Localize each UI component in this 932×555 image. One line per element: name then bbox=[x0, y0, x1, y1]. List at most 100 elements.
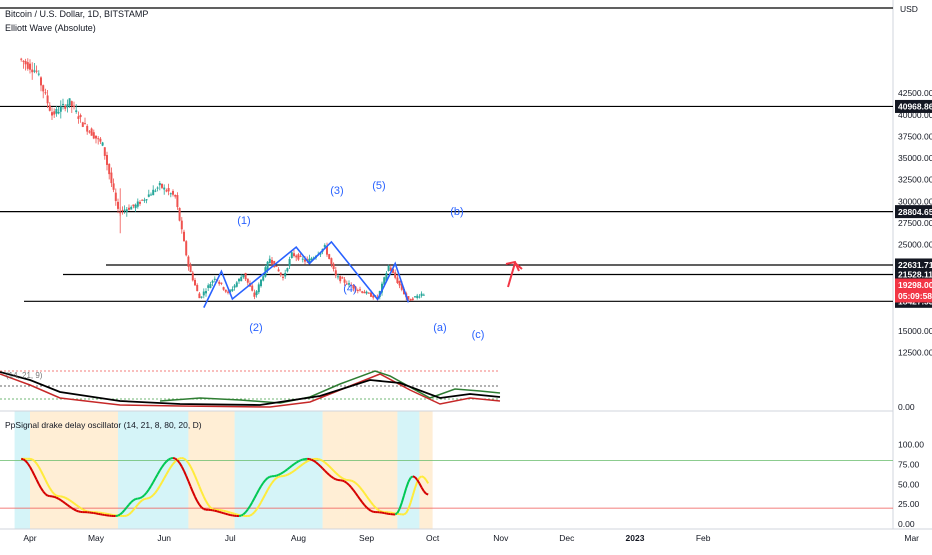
osc-signal-segment bbox=[226, 511, 228, 512]
candle-body bbox=[366, 292, 368, 294]
osc-main-segment bbox=[331, 477, 333, 479]
candle-body bbox=[394, 272, 396, 277]
candle-body bbox=[55, 109, 57, 114]
price-axis-tick: 37500.00 bbox=[898, 131, 932, 141]
osc-main-segment bbox=[411, 476, 413, 477]
candle-body bbox=[82, 122, 84, 127]
candle-body bbox=[60, 106, 62, 111]
candle-body bbox=[421, 294, 423, 296]
candle-body bbox=[113, 183, 115, 189]
osc-signal-segment bbox=[292, 471, 294, 473]
candle-body bbox=[75, 110, 77, 112]
candle-body bbox=[251, 286, 253, 291]
candle-body bbox=[192, 273, 194, 281]
osc-signal-segment bbox=[127, 514, 129, 515]
osc-signal-segment bbox=[342, 478, 344, 479]
candle-body bbox=[154, 191, 156, 192]
candle-body bbox=[71, 101, 73, 106]
candle-body bbox=[181, 221, 183, 230]
candle-body bbox=[282, 277, 284, 278]
price-badge: 28804.65 bbox=[898, 207, 932, 217]
osc-main-segment bbox=[279, 474, 281, 475]
symbol-title: Bitcoin / U.S. Dollar, 1D, BITSTAMP bbox=[5, 9, 148, 19]
osc-signal-segment bbox=[296, 468, 298, 470]
candle-body bbox=[335, 270, 337, 275]
price-axis-tick: 42500.00 bbox=[898, 88, 932, 98]
oscillator-zone-orange bbox=[419, 411, 432, 529]
time-axis-label: Oct bbox=[426, 533, 440, 543]
candle-body bbox=[416, 296, 418, 298]
candle-body bbox=[196, 285, 198, 291]
candle-body bbox=[150, 195, 152, 196]
candle-body bbox=[271, 260, 273, 264]
candle-body bbox=[207, 285, 209, 288]
osc-signal-segment bbox=[237, 514, 239, 515]
candle-body bbox=[172, 191, 174, 195]
candle-body bbox=[139, 202, 141, 204]
osc-signal-segment bbox=[65, 498, 67, 499]
osc-main-segment bbox=[309, 459, 311, 460]
osc-signal-segment bbox=[290, 472, 292, 473]
osc-main-segment bbox=[268, 477, 270, 478]
candle-body bbox=[234, 286, 236, 288]
candle-body bbox=[357, 290, 359, 291]
candle-body bbox=[69, 98, 71, 105]
candle-body bbox=[137, 202, 139, 207]
candle-body bbox=[253, 293, 255, 297]
candle-body bbox=[165, 190, 167, 191]
osc-signal-segment bbox=[151, 495, 153, 497]
osc-signal-segment bbox=[230, 513, 232, 514]
osc-signal-segment bbox=[70, 500, 72, 502]
osc-signal-segment bbox=[232, 513, 234, 514]
candle-body bbox=[126, 209, 128, 212]
candle-body bbox=[44, 92, 46, 93]
time-axis-label: Feb bbox=[696, 533, 711, 543]
candle-body bbox=[368, 293, 370, 294]
candle-body bbox=[141, 200, 143, 201]
osc-main-segment bbox=[215, 511, 217, 512]
wave-label: (b) bbox=[450, 206, 463, 218]
price-badge: 21528.11 bbox=[898, 270, 932, 280]
candle-body bbox=[361, 291, 363, 293]
price-axis-tick: 30000.00 bbox=[898, 196, 932, 206]
osc-signal-segment bbox=[419, 476, 421, 477]
candle-body bbox=[359, 289, 361, 290]
candle-body bbox=[187, 257, 189, 267]
osc-signal-segment bbox=[182, 458, 184, 459]
wave-label: (c) bbox=[472, 329, 485, 341]
osc-main-segment bbox=[226, 514, 228, 515]
osc-main-segment bbox=[413, 476, 415, 477]
candle-body bbox=[33, 70, 35, 71]
wave-label: (5) bbox=[372, 180, 385, 192]
price-axis-tick: 27500.00 bbox=[898, 218, 932, 228]
candle-body bbox=[339, 276, 341, 281]
candle-body bbox=[110, 173, 112, 184]
osc-signal-segment bbox=[61, 496, 63, 497]
time-axis-label: Sep bbox=[359, 533, 374, 543]
candle-body bbox=[108, 164, 110, 174]
osc-signal-segment bbox=[63, 497, 65, 498]
oscillator-title: PpSignal drake delay oscillator (14, 21,… bbox=[5, 420, 202, 430]
candle-body bbox=[64, 106, 66, 109]
candle-body bbox=[414, 296, 416, 297]
candle-body bbox=[159, 183, 161, 185]
candle-body bbox=[330, 258, 332, 264]
oscillator-zone-blue bbox=[235, 411, 323, 529]
osc-signal-segment bbox=[210, 507, 212, 509]
candle-body bbox=[161, 184, 163, 188]
candle-body bbox=[225, 290, 227, 292]
candle-body bbox=[198, 294, 200, 299]
candle-body bbox=[104, 147, 106, 156]
osc-main-segment bbox=[45, 494, 47, 496]
osc-signal-segment bbox=[404, 513, 406, 514]
osc-main-segment bbox=[296, 461, 298, 462]
osc-main-segment bbox=[48, 496, 50, 497]
osc-signal-segment bbox=[54, 494, 56, 496]
osc-main-segment bbox=[173, 458, 175, 459]
osc-main-segment bbox=[56, 498, 58, 499]
osc-signal-segment bbox=[149, 497, 151, 498]
candle-body bbox=[302, 259, 304, 260]
osc-main-segment bbox=[301, 459, 303, 460]
candle-body bbox=[163, 188, 165, 190]
